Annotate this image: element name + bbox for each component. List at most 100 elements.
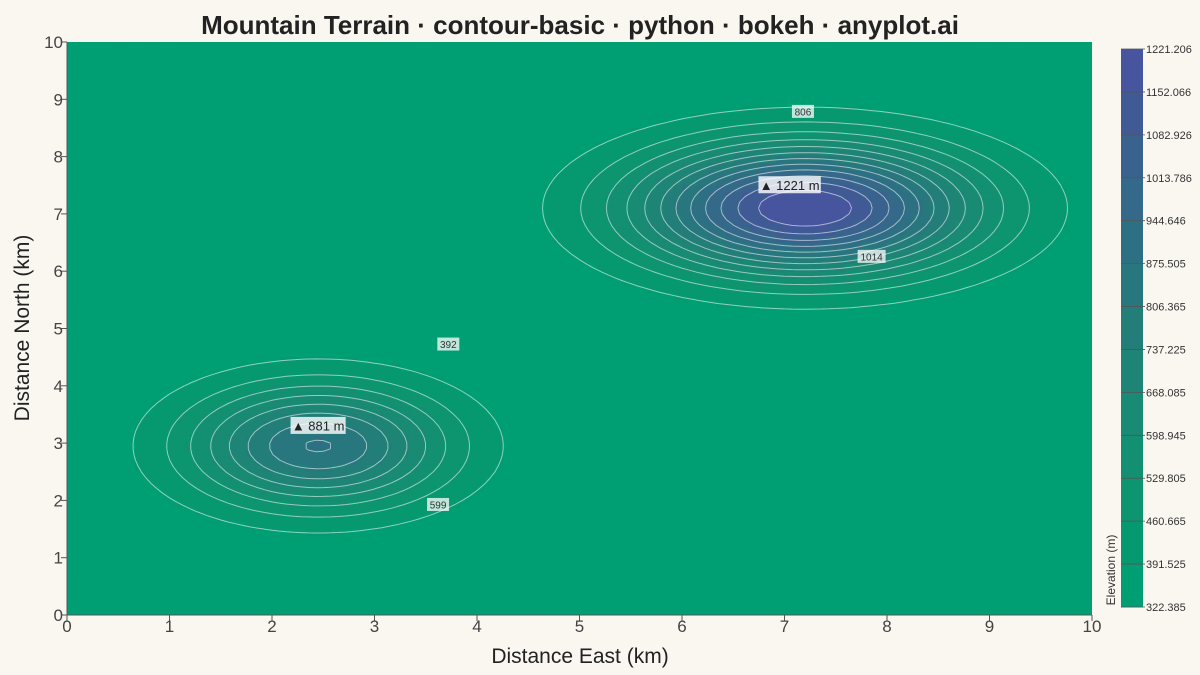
contour-fill-cell bbox=[365, 206, 376, 215]
contour-fill-cell bbox=[434, 92, 444, 100]
contour-fill-cell bbox=[84, 299, 94, 308]
contour-fill-cell bbox=[451, 113, 461, 122]
contour-fill-cell bbox=[212, 557, 222, 566]
contour-fill-cell bbox=[442, 70, 452, 79]
contour-fill-cell bbox=[289, 135, 299, 143]
contour-fill-cell bbox=[246, 242, 256, 251]
contour-fill-cell bbox=[494, 536, 504, 544]
contour-fill-cell bbox=[502, 249, 512, 258]
contour-fill-cell bbox=[485, 478, 495, 487]
contour-fill-cell bbox=[528, 135, 538, 143]
contour-fill-cell bbox=[186, 364, 196, 373]
contour-fill-cell bbox=[545, 392, 555, 401]
contour-fill-cell bbox=[272, 378, 282, 387]
contour-fill-cell bbox=[451, 292, 461, 301]
contour-fill-cell bbox=[75, 500, 85, 509]
contour-fill-cell bbox=[169, 84, 179, 93]
contour-fill-cell bbox=[263, 106, 273, 115]
contour-fill-cell bbox=[588, 206, 598, 215]
contour-fill-cell bbox=[511, 314, 521, 322]
contour-fill-cell bbox=[254, 307, 265, 315]
contour-fill-cell bbox=[229, 564, 239, 573]
contour-fill-cell bbox=[451, 256, 461, 265]
contour-fill-cell bbox=[75, 507, 85, 516]
contour-fill-cell bbox=[118, 185, 128, 194]
contour-fill-cell bbox=[417, 199, 427, 208]
contour-fill-cell bbox=[186, 278, 196, 287]
contour-fill-cell bbox=[451, 278, 461, 287]
contour-fill-cell bbox=[126, 127, 136, 136]
contour-fill-cell bbox=[169, 49, 179, 57]
contour-fill-cell bbox=[246, 392, 256, 401]
contour-fill-cell bbox=[545, 221, 555, 229]
contour-fill-cell bbox=[570, 342, 581, 351]
contour-fill-cell bbox=[442, 178, 452, 186]
contour-fill-cell bbox=[280, 507, 290, 516]
contour-fill-cell bbox=[442, 579, 452, 587]
contour-fill-cell bbox=[229, 435, 239, 444]
contour-fill-cell bbox=[442, 299, 452, 308]
contour-fill-cell bbox=[400, 314, 410, 322]
contour-fill-cell bbox=[536, 170, 546, 179]
contour-fill-cell bbox=[314, 364, 324, 373]
contour-fill-cell bbox=[536, 471, 546, 480]
contour-fill-cell bbox=[477, 135, 487, 143]
contour-fill-cell bbox=[536, 357, 546, 365]
contour-fill-cell bbox=[109, 335, 119, 344]
contour-fill-cell bbox=[92, 42, 102, 50]
contour-fill-cell bbox=[280, 192, 290, 201]
contour-fill-cell bbox=[306, 235, 316, 244]
contour-fill-cell bbox=[434, 579, 444, 587]
contour-fill-cell bbox=[152, 507, 162, 516]
contour-fill-cell bbox=[417, 249, 427, 258]
contour-fill-cell bbox=[101, 457, 111, 466]
contour-fill-cell bbox=[229, 335, 239, 344]
contour-fill-cell bbox=[442, 156, 452, 165]
contour-fill-cell bbox=[374, 42, 384, 50]
contour-fill-cell bbox=[485, 228, 495, 236]
contour-fill-cell bbox=[383, 42, 393, 50]
contour-fill-cell bbox=[570, 392, 581, 401]
contour-fill-cell bbox=[246, 221, 256, 229]
contour-fill-cell bbox=[67, 507, 77, 516]
contour-fill-cell bbox=[562, 142, 572, 151]
contour-fill-cell bbox=[143, 49, 154, 57]
contour-fill-cell bbox=[203, 235, 213, 244]
contour-fill-cell bbox=[186, 221, 196, 229]
contour-fill-cell bbox=[391, 113, 401, 122]
contour-fill-cell bbox=[365, 579, 376, 587]
contour-fill-cell bbox=[425, 42, 435, 50]
contour-fill-cell bbox=[297, 500, 307, 509]
contour-fill-cell bbox=[212, 321, 222, 330]
contour-fill-cell bbox=[126, 299, 136, 308]
contour-fill-cell bbox=[152, 249, 162, 258]
contour-fill-cell bbox=[263, 557, 273, 566]
contour-fill-cell bbox=[314, 264, 324, 272]
contour-fill-cell bbox=[118, 493, 128, 501]
contour-fill-cell bbox=[374, 471, 384, 480]
contour-fill-cell bbox=[126, 170, 136, 179]
contour-fill-cell bbox=[254, 192, 265, 201]
contour-fill-cell bbox=[263, 285, 273, 294]
contour-fill-cell bbox=[391, 92, 401, 100]
contour-fill-cell bbox=[160, 536, 171, 544]
contour-fill-cell bbox=[553, 450, 564, 459]
contour-fill-cell bbox=[383, 421, 393, 430]
contour-fill-cell bbox=[195, 550, 205, 559]
contour-fill-cell bbox=[263, 543, 273, 552]
contour-fill-cell bbox=[237, 149, 247, 158]
contour-fill-cell bbox=[400, 378, 410, 387]
contour-fill-cell bbox=[485, 142, 495, 151]
contour-fill-cell bbox=[84, 600, 94, 609]
contour-fill-cell bbox=[408, 385, 418, 394]
contour-fill-cell bbox=[417, 471, 427, 480]
contour-fill-cell bbox=[280, 228, 290, 236]
contour-fill-cell bbox=[323, 471, 333, 480]
contour-fill-cell bbox=[143, 285, 154, 294]
contour-fill-cell bbox=[135, 256, 145, 265]
contour-fill-cell bbox=[588, 70, 598, 79]
contour-fill-cell bbox=[442, 192, 452, 201]
contour-fill-cell bbox=[160, 364, 171, 373]
contour-fill-cell bbox=[494, 84, 504, 93]
contour-fill-cell bbox=[485, 127, 495, 136]
